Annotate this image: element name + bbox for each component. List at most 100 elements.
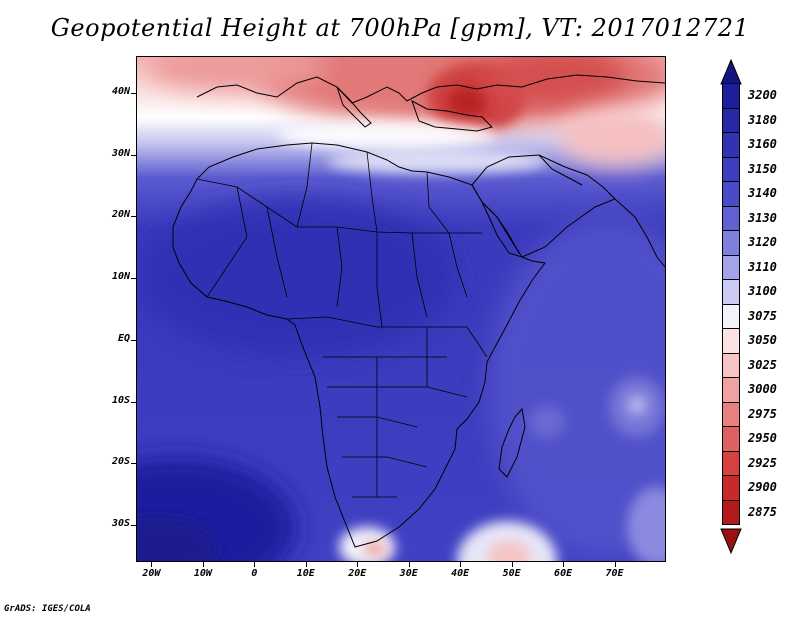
lon-label-70e: 70E — [605, 568, 624, 579]
colorbar-swatch-3200 — [722, 84, 740, 109]
colorbar-swatch-3140 — [722, 182, 740, 207]
field-light-spot-east — [627, 395, 647, 415]
europe-coastline — [196, 74, 665, 104]
lat-label-40n: 40N — [111, 86, 130, 98]
lon-tick — [563, 562, 565, 567]
lat-label-eq: EQ — [117, 332, 130, 344]
lon-label-10w: 10W — [193, 568, 212, 579]
lat-tick — [131, 463, 136, 465]
coastlines — [172, 74, 665, 548]
colorbar-swatch-3025 — [722, 353, 740, 378]
colorbar-swatch-3075 — [722, 304, 740, 329]
colorbar-label-2900: 2900 — [748, 480, 777, 494]
colorbar-swatch-3180 — [722, 108, 740, 133]
colorbar-label-3120: 3120 — [748, 235, 777, 249]
field-light-southeast — [627, 487, 665, 561]
field-ridge-west — [147, 57, 327, 91]
colorbar-top-triangle — [720, 58, 742, 85]
lat-tick — [131, 401, 136, 403]
colorbar-label-3160: 3160 — [748, 137, 777, 151]
lon-tick — [254, 562, 256, 567]
lon-label-10e: 10E — [296, 568, 315, 579]
lon-tick — [151, 562, 153, 567]
colorbar-swatch-3150 — [722, 157, 740, 182]
colorbar-swatch-3160 — [722, 133, 740, 158]
colorbar-label-3150: 3150 — [748, 161, 777, 176]
colorbar-label-3000: 3000 — [748, 382, 777, 396]
lat-tick — [131, 524, 136, 526]
colorbar-swatch-3110 — [722, 255, 740, 280]
colorbar-swatch-2900 — [722, 476, 740, 501]
colorbar-swatch-3120 — [722, 231, 740, 256]
anatolia-coastline — [411, 99, 493, 132]
colorbar-bottom-triangle — [720, 528, 742, 555]
country-borders — [196, 142, 488, 498]
colorbar-label-3180: 3180 — [748, 112, 777, 127]
lat-label-10s: 10S — [111, 394, 130, 406]
lon-tick — [305, 562, 307, 567]
lat-tick — [131, 154, 136, 156]
colorbar-swatch-2950 — [722, 427, 740, 452]
colorbar-swatch-3000 — [722, 378, 740, 403]
field-white-band — [277, 121, 497, 149]
chart-title: Geopotential Height at 700hPa [gpm], VT:… — [50, 14, 750, 42]
lat-tick — [131, 278, 136, 280]
arabia-coastline — [471, 154, 616, 258]
field-ridge-east — [487, 57, 627, 107]
colorbar-label-3075: 3075 — [748, 308, 777, 323]
colorbar-swatch-2875 — [722, 500, 740, 525]
lon-label-40e: 40E — [451, 568, 470, 579]
colorbar-label-3050: 3050 — [748, 333, 777, 347]
persian-gulf — [538, 154, 583, 186]
lon-tick — [202, 562, 204, 567]
colorbar-label-3140: 3140 — [748, 186, 777, 200]
grads-credit: GrADS: IGES/COLA — [4, 604, 91, 614]
field-indian-ocean — [487, 217, 665, 557]
lon-label-60e: 60E — [554, 568, 573, 579]
lat-label-20s: 20S — [111, 456, 130, 468]
colorbar-bottom-arrow — [720, 528, 742, 555]
field-darkest-southatlantic — [137, 517, 217, 561]
red-sea — [481, 201, 520, 254]
lon-tick — [614, 562, 616, 567]
lon-label-50e: 50E — [502, 568, 521, 579]
lat-tick — [131, 216, 136, 218]
colorbar-label-3130: 3130 — [748, 210, 777, 225]
lat-label-20n: 20N — [111, 209, 130, 221]
colorbar-swatch-2975 — [722, 402, 740, 427]
colorbar-label-3100: 3100 — [748, 284, 777, 298]
colorbar-top-arrow — [720, 58, 742, 85]
colorbar-label-2875: 2875 — [748, 504, 777, 519]
lon-tick — [511, 562, 513, 567]
lon-label-0: 0 — [251, 568, 258, 579]
field-dark-sahara — [137, 197, 457, 357]
lat-label-10n: 10N — [111, 271, 130, 283]
colorbar-label-3110: 3110 — [748, 259, 777, 274]
field-pink-south-2 — [363, 541, 387, 557]
colorbar-swatch-3100 — [722, 280, 740, 305]
lon-label-20w: 20W — [142, 568, 161, 579]
lat-tick — [131, 93, 136, 95]
lat-label-30n: 30N — [111, 147, 130, 159]
geopotential-height-field — [137, 57, 665, 561]
colorbar-label-2950: 2950 — [748, 431, 777, 445]
india-coastline — [614, 198, 665, 268]
lon-label-20e: 20E — [348, 568, 367, 579]
border-lines — [196, 142, 488, 498]
colorbar-swatch-2925 — [722, 451, 740, 476]
field-light-south-1 — [457, 521, 557, 561]
field-ridge-max — [447, 87, 487, 117]
lon-tick — [357, 562, 359, 567]
lon-tick — [460, 562, 462, 567]
lon-tick — [408, 562, 410, 567]
italy-coastline — [336, 86, 372, 128]
map-panel — [136, 56, 666, 562]
field-white-band-east — [327, 150, 547, 174]
africa-coastline — [172, 142, 546, 548]
field-light-patch-center — [529, 406, 565, 438]
colorbar-label-2925: 2925 — [748, 455, 777, 470]
lat-label-30s: 30S — [111, 517, 130, 529]
colorbar-label-2975: 2975 — [748, 406, 777, 421]
colorbar-label-3200: 3200 — [748, 88, 777, 102]
field-pink-south-1 — [487, 541, 531, 561]
